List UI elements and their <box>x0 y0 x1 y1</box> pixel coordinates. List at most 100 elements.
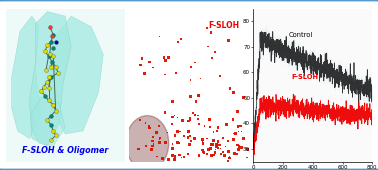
Point <box>215 126 221 129</box>
Circle shape <box>126 116 169 170</box>
Point <box>220 136 226 139</box>
Point <box>192 113 198 116</box>
Point <box>217 153 223 155</box>
Point <box>175 40 181 43</box>
Point <box>186 143 192 146</box>
Point <box>218 147 224 150</box>
Point <box>200 142 206 145</box>
Point <box>163 59 169 62</box>
Point <box>189 112 195 115</box>
Point <box>236 130 242 133</box>
Point <box>217 75 223 77</box>
Point <box>172 154 178 157</box>
Point <box>208 31 214 34</box>
Point <box>226 151 232 153</box>
Point <box>177 130 183 133</box>
Point <box>226 156 232 159</box>
Point <box>204 153 210 156</box>
Polygon shape <box>12 16 41 139</box>
Point <box>231 91 237 94</box>
Point <box>146 125 152 128</box>
Point <box>162 73 168 76</box>
Point <box>234 153 240 156</box>
Point <box>220 151 226 153</box>
Point <box>225 39 231 42</box>
Point <box>222 146 228 148</box>
Point <box>169 143 175 146</box>
Point <box>222 154 228 157</box>
Point <box>232 132 238 135</box>
Point <box>150 66 156 69</box>
Point <box>141 72 147 75</box>
Point <box>196 123 202 126</box>
Point <box>172 114 178 117</box>
Point <box>187 134 193 137</box>
Text: Control: Control <box>289 31 313 38</box>
Point <box>153 131 160 134</box>
Point <box>175 130 181 133</box>
Point <box>177 154 183 156</box>
Point <box>214 130 220 132</box>
Point <box>187 65 194 68</box>
Point <box>214 144 220 147</box>
Point <box>236 145 242 148</box>
Point <box>240 96 246 99</box>
Point <box>244 148 250 150</box>
Point <box>166 158 172 161</box>
Point <box>150 136 156 138</box>
Point <box>244 156 250 159</box>
Point <box>201 151 207 154</box>
Point <box>143 122 149 124</box>
Point <box>230 132 236 135</box>
Point <box>208 148 214 150</box>
Point <box>200 151 206 153</box>
Point <box>139 57 145 60</box>
Point <box>214 143 220 146</box>
Point <box>150 143 156 145</box>
Point <box>181 156 187 159</box>
Point <box>212 151 218 154</box>
Point <box>186 130 192 132</box>
Point <box>137 64 143 66</box>
Point <box>185 153 191 156</box>
Point <box>172 134 178 137</box>
Point <box>187 79 193 81</box>
Polygon shape <box>29 12 71 146</box>
Point <box>187 116 193 119</box>
Point <box>230 118 236 121</box>
Point <box>149 144 155 147</box>
Text: F-SLOH & Oligomer: F-SLOH & Oligomer <box>22 146 108 155</box>
Point <box>205 148 211 150</box>
Point <box>155 142 161 144</box>
Point <box>212 50 218 53</box>
Point <box>213 148 219 151</box>
Point <box>216 143 222 146</box>
Point <box>161 56 167 59</box>
Point <box>235 149 242 151</box>
Point <box>137 119 143 122</box>
Point <box>200 138 206 140</box>
Point <box>178 37 184 40</box>
Point <box>238 146 244 149</box>
Point <box>172 156 178 159</box>
Point <box>156 138 163 141</box>
Point <box>136 148 142 150</box>
Point <box>173 71 179 74</box>
Point <box>234 143 240 146</box>
Point <box>156 141 162 144</box>
Point <box>157 136 163 139</box>
Point <box>192 61 198 64</box>
Point <box>147 61 153 63</box>
Polygon shape <box>32 97 65 146</box>
Point <box>162 111 168 114</box>
Point <box>193 100 199 103</box>
Point <box>214 142 220 145</box>
Point <box>245 148 251 151</box>
Point <box>204 27 210 29</box>
Point <box>227 157 233 159</box>
Point <box>235 110 241 113</box>
Point <box>238 130 244 133</box>
Point <box>210 154 216 156</box>
Point <box>175 141 181 144</box>
Point <box>215 140 221 143</box>
